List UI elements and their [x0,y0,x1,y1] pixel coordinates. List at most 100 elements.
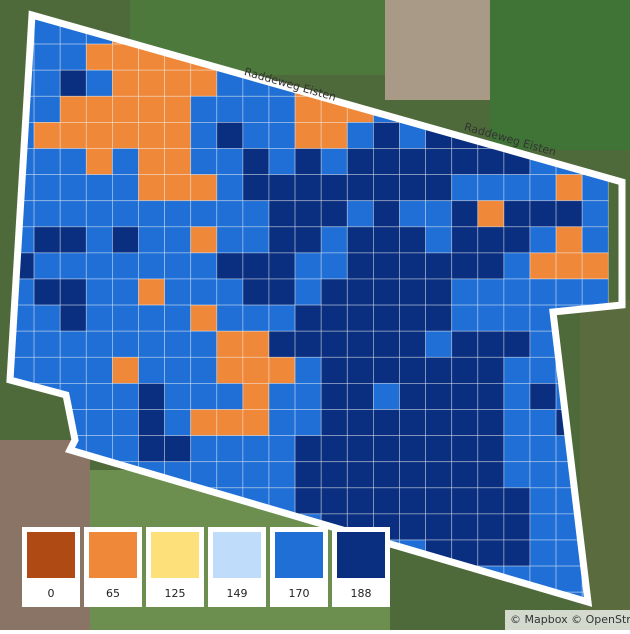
grid-cell [85,409,113,437]
grid-cell [33,330,61,358]
grid-cell [268,148,296,176]
grid-cell [529,435,557,463]
grid-cell [242,435,270,463]
grid-cell [216,226,244,254]
grid-cell [399,200,427,228]
grid-cell [477,148,505,176]
grid-cell [190,382,218,410]
grid-cell [294,174,322,202]
grid-cell [399,461,427,489]
grid-cell [164,122,192,149]
grid-cell [59,69,87,97]
grid-cell [425,304,453,332]
grid-cell [268,382,296,410]
legend-swatch [337,532,385,578]
grid-cell [451,356,479,384]
grid-cell [320,461,348,489]
grid-cell [216,461,244,489]
grid-cell [190,148,218,176]
grid-cell [190,409,218,437]
grid-cell [399,356,427,384]
grid-cell [242,382,270,410]
grid-cell [190,330,218,358]
grid-cell [112,95,139,123]
grid-cell [85,278,113,306]
grid-cell [112,278,139,306]
grid-cell [294,382,322,410]
grid-cell [138,69,166,97]
grid-cell [85,148,113,176]
grid-cell [451,461,479,489]
grid-cell [138,382,166,410]
legend-label: 0 [48,587,55,600]
grid-cell [451,330,479,358]
grid-cell [503,278,531,306]
grid-cell [112,200,139,228]
grid-cell [216,356,244,384]
grid-cell [451,382,479,410]
grid-cell [346,330,374,358]
grid-cell [320,409,348,437]
grid-cell [164,409,192,437]
grid-cell [33,356,61,384]
grid-cell [372,356,400,384]
grid-cell [112,174,139,202]
grid-cell [346,356,374,384]
legend-swatch [275,532,323,578]
grid-cell [164,200,192,228]
legend-label: 149 [227,587,248,600]
grid-cell [451,148,479,176]
grid-cell [112,148,139,176]
grid-cell [346,382,374,410]
grid-cell [242,122,270,149]
grid-cell [529,487,557,515]
grid-cell [477,174,505,202]
grid-cell [503,513,531,541]
grid-cell [33,200,61,228]
grid-cell [477,356,505,384]
grid-cell [294,461,322,489]
grid-cell [59,330,87,358]
field-patch [490,0,630,150]
grid-cell [346,435,374,463]
grid-cell [294,226,322,254]
grid-cell [190,356,218,384]
grid-cell [372,200,400,228]
grid-cell [451,409,479,437]
grid-cell [164,382,192,410]
grid-cell [33,304,61,332]
grid-cell [216,304,244,332]
grid-cell [242,278,270,306]
grid-cell [346,461,374,489]
grid-cell [399,304,427,332]
grid-cell [529,252,557,280]
grid-cell [399,174,427,202]
grid-cell [529,330,557,358]
grid-cell [425,252,453,280]
grid-cell [164,252,192,280]
grid-cell [320,356,348,384]
grid-cell [59,95,87,123]
grid-cell [529,382,557,410]
grid-cell [59,43,87,71]
grid-cell [164,226,192,254]
grid-cell [503,382,531,410]
grid-cell [425,226,453,254]
grid-cell [529,278,557,306]
grid-cell [164,69,192,97]
grid-cell [216,122,244,149]
grid-cell [372,487,400,515]
grid-cell [372,461,400,489]
grid-cell [242,409,270,437]
grid-cell [477,278,505,306]
grid-cell [242,304,270,332]
grid-cell [268,226,296,254]
grid-cell [33,174,61,202]
grid-cell [503,252,531,280]
grid-cell [346,148,374,176]
grid-cell [59,278,87,306]
grid-cell [477,382,505,410]
grid-cell [59,148,87,176]
